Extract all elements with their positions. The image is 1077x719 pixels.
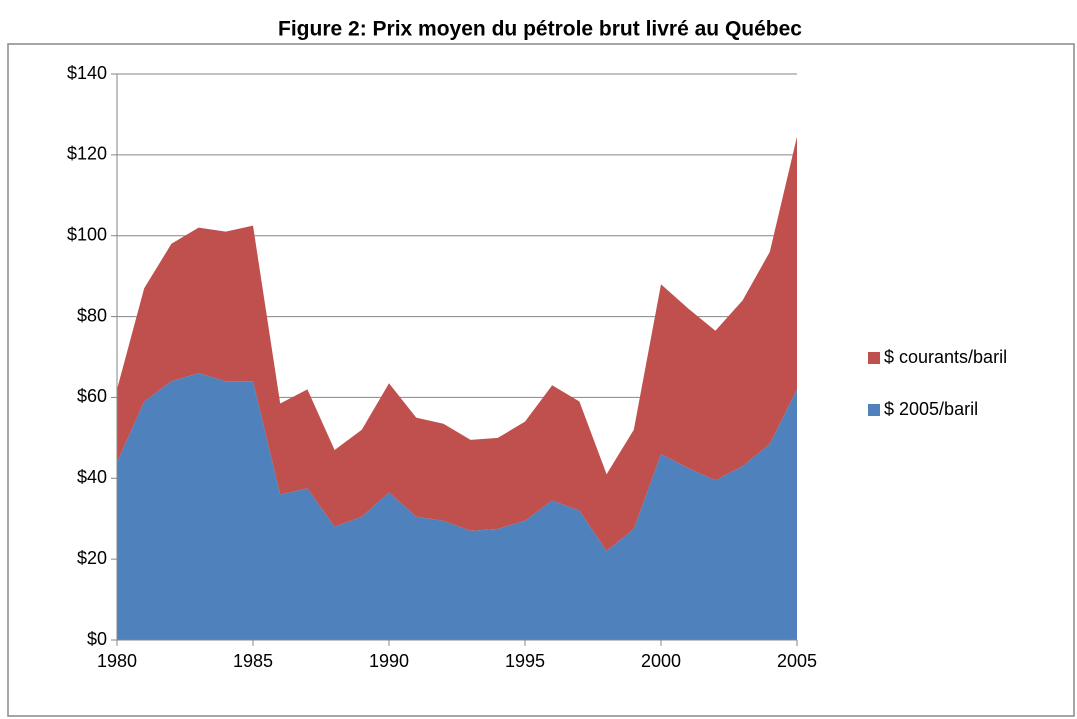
x-tick-label: 1980 <box>97 651 137 671</box>
x-tick-label: 2005 <box>777 651 817 671</box>
y-tick-label: $100 <box>67 224 107 244</box>
y-tick-label: $60 <box>77 386 107 406</box>
legend-label: $ 2005/baril <box>884 399 978 419</box>
legend-label: $ courants/baril <box>884 347 1007 367</box>
area <box>117 136 797 552</box>
y-tick-label: $80 <box>77 305 107 325</box>
y-tick-label: $120 <box>67 144 107 164</box>
y-tick-label: $0 <box>87 629 107 649</box>
chart-title: Figure 2: Prix moyen du pétrole brut liv… <box>278 18 802 41</box>
y-tick-label: $20 <box>77 548 107 568</box>
x-tick-label: 1985 <box>233 651 273 671</box>
x-tick-label: 2000 <box>641 651 681 671</box>
y-tick-label: $40 <box>77 467 107 487</box>
legend-swatch <box>868 352 880 364</box>
area <box>117 373 797 640</box>
y-tick-label: $140 <box>67 63 107 83</box>
legend-swatch <box>868 404 880 416</box>
x-tick-label: 1995 <box>505 651 545 671</box>
x-tick-label: 1990 <box>369 651 409 671</box>
